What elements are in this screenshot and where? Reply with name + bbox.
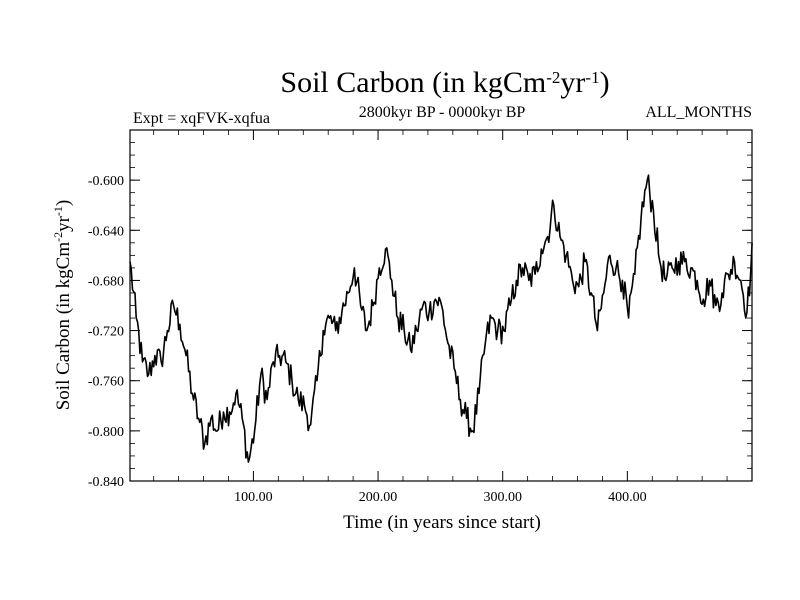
y-tick-label: -0.800 (88, 425, 124, 440)
x-tick-labels: 100.00 200.00 300.00 400.00 (234, 490, 646, 505)
y-axis-label: Soil Carbon (in kgCm-2yr-1) (51, 200, 74, 411)
x-tick-label: 100.00 (234, 490, 273, 505)
series-line-soil-carbon (129, 174, 753, 463)
x-tick-label: 200.00 (359, 490, 398, 505)
y-tick-label: -0.600 (88, 174, 124, 189)
y-tick-label: -0.640 (88, 224, 124, 239)
experiment-label: Expt = xqFVK-xqfua (133, 110, 270, 127)
chart-title: Soil Carbon (in kgCm-2yr-1) (280, 66, 609, 99)
x-axis-label: Time (in years since start) (343, 512, 541, 533)
x-tick-label: 400.00 (608, 490, 647, 505)
y-tick-label: -0.840 (88, 475, 124, 490)
period-label: 2800kyr BP - 0000kyr BP (359, 104, 526, 121)
y-tick-label: -0.760 (88, 375, 124, 390)
axis-ticks (130, 129, 752, 482)
y-tick-label: -0.680 (88, 274, 124, 289)
months-label: ALL_MONTHS (645, 104, 752, 121)
y-tick-labels: -0.840 -0.800 -0.760 -0.720 -0.680 -0.640 -0.6… (88, 174, 124, 490)
y-tick-label: -0.720 (88, 325, 124, 340)
x-tick-label: 300.00 (483, 490, 522, 505)
